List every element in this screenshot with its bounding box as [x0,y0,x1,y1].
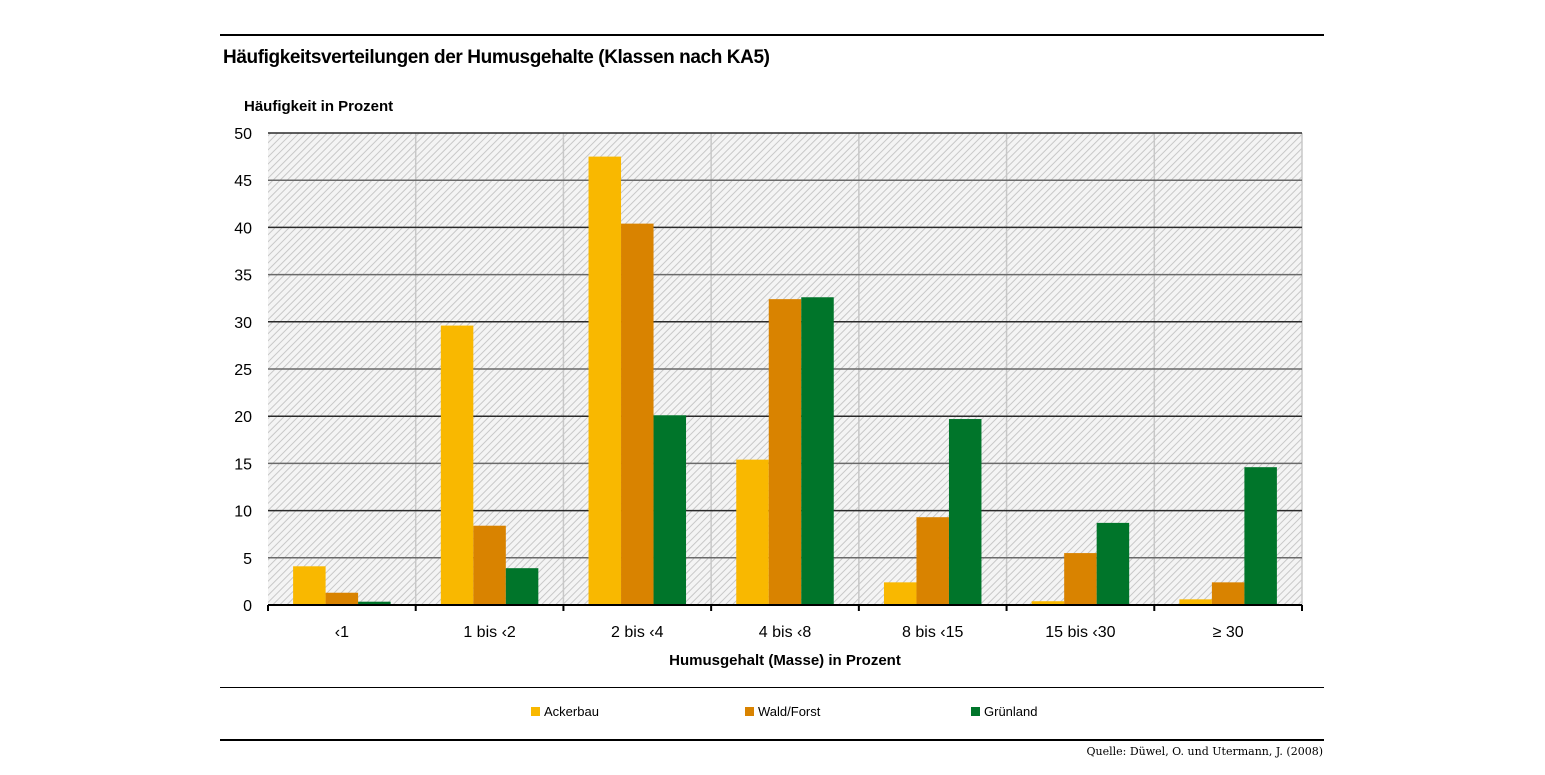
legend-label: Ackerbau [544,704,599,719]
chart-title: Häufigkeitsverteilungen der Humusgehalte… [223,47,770,68]
x-tick-label: 1 bis ‹2 [463,624,516,641]
legend-item-wald-forst: Wald/Forst [745,704,820,719]
y-tick-label: 25 [234,362,252,379]
legend-swatch-ackerbau [531,707,540,716]
bar-ackerbau-2 [588,156,622,605]
y-tick-label: 20 [234,409,252,426]
y-tick-label: 15 [234,456,252,473]
source-note: Quelle: Düwel, O. und Utermann, J. (2008… [1086,745,1323,758]
y-tick-label: 0 [243,598,252,615]
legend-label: Grünland [984,704,1038,719]
bar-gr-nland-1 [505,568,539,605]
legend-item-ackerbau: Ackerbau [531,704,599,719]
bar-gr-nland-4 [948,419,982,605]
y-tick-label: 5 [243,551,252,568]
bar-ackerbau-3 [736,459,769,605]
y-tick-label: 45 [234,173,252,190]
x-axis-label: Humusgehalt (Masse) in Prozent [669,652,901,669]
bar-gr-nland-0 [358,601,391,605]
bar-wald-forst-4 [916,517,949,605]
bar-wald-forst-1 [473,525,506,605]
bar-ackerbau-6 [1179,599,1212,605]
y-tick-label: 30 [234,315,252,332]
bottom-rule [220,739,1324,741]
legend-label: Wald/Forst [758,704,821,719]
x-tick-label: 4 bis ‹8 [759,624,812,641]
x-tick-label: 8 bis ‹15 [902,624,963,641]
bar-gr-nland-2 [653,415,687,605]
bar-wald-forst-0 [325,592,359,605]
y-axis-label: Häufigkeit in Prozent [244,98,394,115]
bar-gr-nland-3 [801,297,834,605]
bar-ackerbau-0 [293,566,326,605]
y-tick-label: 40 [234,220,252,237]
top-rule [220,34,1324,36]
bar-ackerbau-4 [883,582,917,605]
legend-swatch-gruenland [971,707,980,716]
x-tick-label: 2 bis ‹4 [611,624,664,641]
legend-divider [220,687,1324,688]
bar-wald-forst-6 [1211,582,1245,605]
x-tick-label: 15 bis ‹30 [1045,624,1115,641]
bar-ackerbau-1 [440,325,474,605]
y-tick-label: 35 [234,268,252,285]
x-tick-label: ≥ 30 [1213,624,1244,641]
bar-wald-forst-5 [1064,553,1097,605]
bar-wald-forst-2 [621,223,654,605]
x-tick-label: ‹1 [335,624,349,641]
bar-ackerbau-5 [1031,601,1065,605]
y-tick-label: 10 [234,504,252,521]
bar-wald-forst-3 [768,299,802,605]
legend-item-gruenland: Grünland [971,704,1037,719]
bar-gr-nland-5 [1096,522,1130,605]
bar-gr-nland-6 [1244,467,1277,605]
legend-swatch-wald-forst [745,707,754,716]
y-tick-label: 50 [234,126,252,143]
